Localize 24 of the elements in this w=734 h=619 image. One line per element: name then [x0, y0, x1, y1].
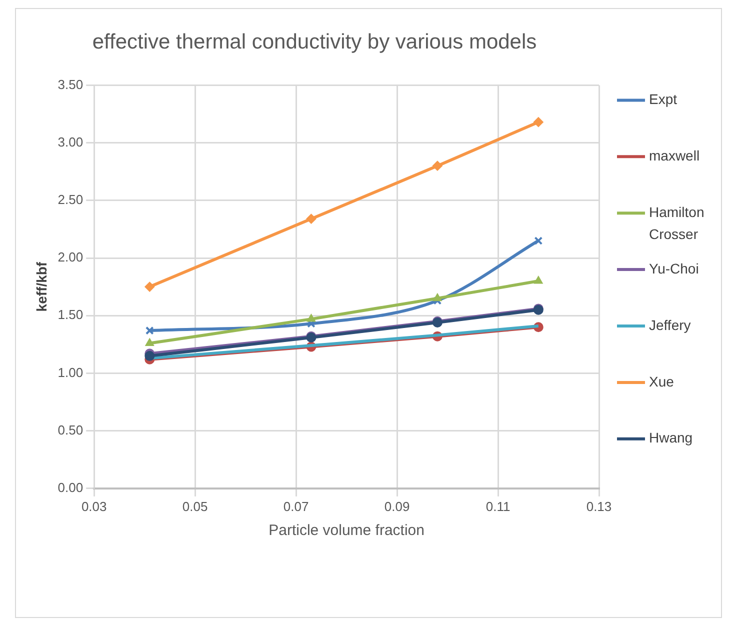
legend-label: Xue	[649, 373, 674, 390]
y-tick-label: 2.50	[58, 192, 84, 207]
legend-label: Jeffery	[649, 316, 691, 333]
y-tick-label: 3.50	[58, 76, 84, 92]
y-tick-label: 0.50	[58, 422, 84, 438]
legend-label: Expt	[649, 91, 678, 108]
x-tick-label: 0.09	[384, 498, 410, 514]
y-tick-label: 2.00	[58, 250, 84, 265]
x-tick-label: 0.05	[182, 498, 208, 514]
legend-label: maxwell	[649, 148, 700, 164]
y-tick-label: 0.00	[58, 480, 84, 495]
y-tick-label: 3.00	[58, 134, 84, 150]
x-axis-title: Particle volume fraction	[268, 522, 425, 540]
y-tick-label: 1.00	[58, 364, 84, 380]
x-tick-label: 0.07	[283, 498, 309, 514]
chart-title: effective thermal conductivity by various models	[92, 30, 537, 54]
legend-label: Yu-Choi	[649, 260, 699, 276]
x-tick-label: 0.13	[586, 498, 612, 514]
x-tick-label: 0.11	[486, 498, 510, 514]
x-tick-label: 0.03	[81, 498, 107, 514]
y-axis-title: keff/kbf	[33, 262, 50, 312]
legend-label: Hamilton Crosser	[649, 204, 704, 242]
legend-label: Hwang	[649, 430, 693, 446]
y-tick-label: 1.50	[58, 307, 84, 322]
